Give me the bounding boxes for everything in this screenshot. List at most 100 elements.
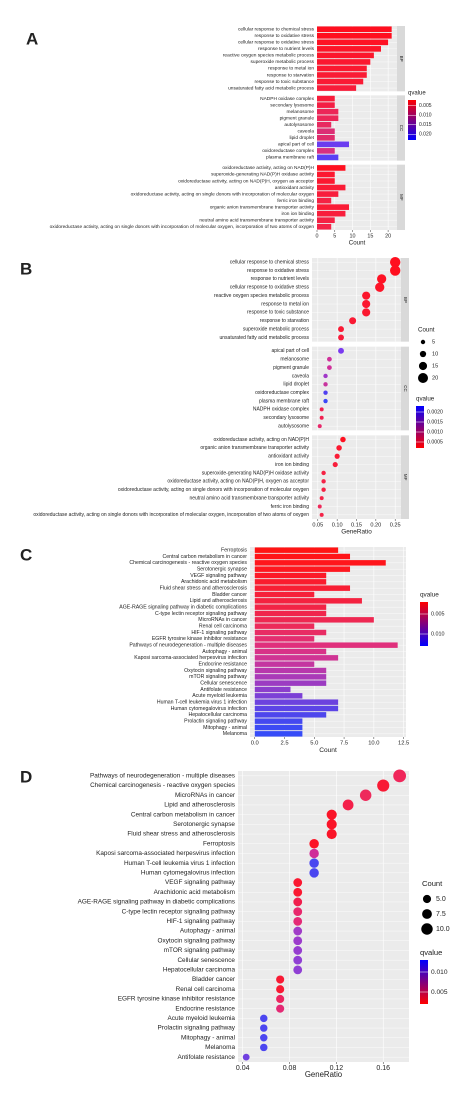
size-legend-key [419,350,427,358]
colorbar-label: 0.020 [419,132,432,138]
panel-label: A [26,29,38,48]
dot [334,453,340,459]
category-label: reactive oxygen species metabolic proces… [214,293,310,299]
colorbar-label: 0.010 [431,969,448,976]
category-label: iron ion binding [275,462,309,468]
dot [276,975,285,984]
dot [323,390,328,395]
x-tick-label: 10 [350,233,356,239]
category-label: Serotonergic synapse [173,821,235,828]
category-label: Bladder cancer [192,976,236,983]
size-legend-key [422,894,432,904]
dot [377,779,390,792]
dot [342,799,354,811]
dot [326,819,337,830]
category-label: neutral amino acid transmembrane transpo… [199,217,314,223]
category-label: antioxidant activity [268,454,309,460]
category-label: Bladder cancer [212,592,247,598]
category-label: AGE-RAGE signaling pathway in diabetic c… [78,899,235,906]
category-label: oxidoreductase activity, acting on NAD(P… [167,479,309,485]
colorbar-title: qvalue [420,948,442,957]
category-label: plasma membrane raft [259,398,310,404]
category-label: HIF-1 signaling pathway [166,918,235,925]
panel-label: C [20,545,32,564]
dot [260,1043,268,1052]
category-label: oxidoreductase activity, acting on NAD(P… [178,178,314,184]
category-label: Kaposi sarcoma-associated herpesvirus in… [96,850,235,857]
colorbar-title: qvalue [408,91,426,97]
category-label: Renal cell carcinoma [176,986,236,993]
x-tick-label: 0.08 [283,1065,297,1072]
bar [254,712,327,718]
bar [254,547,339,553]
bar [317,210,346,217]
category-label: oxidoreductase complex [262,148,314,154]
category-label: Antifolate resistance [177,1054,235,1061]
category-label: melanosome [287,109,315,115]
category-label: Hepatocellular carcinoma [163,967,236,974]
colorbar-label: 0.0005 [427,439,443,445]
facet-strip [401,435,409,519]
bar [317,85,357,91]
category-label: superoxide-generating NAD(P)H oxidase ac… [211,172,315,178]
category-label: Prolactin signaling pathway [158,1025,236,1032]
dot [309,839,319,849]
category-label: HIF-1 signaling pathway [191,630,247,636]
category-label: ferric iron binding [271,504,310,510]
dot [276,1004,285,1013]
colorbar [416,406,424,448]
x-tick-label: 0.0 [251,741,259,747]
bar [254,680,327,686]
bar [254,686,291,693]
bar [254,674,327,680]
x-axis-title: GeneRatio [341,529,372,536]
size-legend-key [418,361,428,371]
category-label: mTOR signaling pathway [189,674,247,680]
bar [254,560,386,566]
bar [254,604,327,610]
category-label: Serotonergic synapse [197,567,247,573]
category-label: oxidoreductase activity, acting on singl… [131,191,315,197]
dot [321,470,326,476]
category-label: Cellular senescence [200,681,247,687]
bar [317,178,335,184]
bar [317,46,381,52]
bar [317,72,367,78]
bar [254,731,303,737]
panel-background [250,547,406,737]
category-label: apical part of cell [278,142,314,148]
category-label: organic anion transmembrane transporter … [200,445,309,451]
size-legend-label: 10.0 [436,926,450,933]
bar [254,572,327,579]
category-label: lipid droplet [289,135,314,141]
category-label: Human T-cell leukemia virus 1 infection [124,860,236,867]
category-label: Arachidonic acid metabolism [154,889,235,896]
category-label: Autophagy - animal [180,928,235,935]
bar [317,148,335,154]
category-label: Oxytocin signaling pathway [184,668,247,674]
facet-strip [397,95,405,161]
dot [293,926,303,936]
size-legend-label: 20 [432,375,438,381]
category-label: mTOR signaling pathway [164,947,236,954]
category-label: Human cytomegalovirus infection [141,870,236,877]
category-label: Human T-cell leukemia virus 1 infection [157,700,247,706]
x-tick-label: 10.0 [368,741,379,747]
category-label: oxidoreductase activity, acting on NAD(P… [213,437,309,443]
x-tick-label: 0.16 [376,1065,390,1072]
dot [293,936,303,946]
category-label: response to starvation [267,72,315,78]
category-label: pigment granule [273,365,309,371]
size-legend-label: 10 [432,351,438,357]
bar [254,623,315,629]
bar [317,52,374,59]
category-label: MicroRNAs in cancer [175,792,236,799]
dot [389,256,401,268]
bar [317,26,392,33]
dot [327,356,332,362]
category-label: Melanoma [205,1044,235,1051]
bar [254,585,351,591]
bar [254,566,351,572]
bar [317,141,349,148]
